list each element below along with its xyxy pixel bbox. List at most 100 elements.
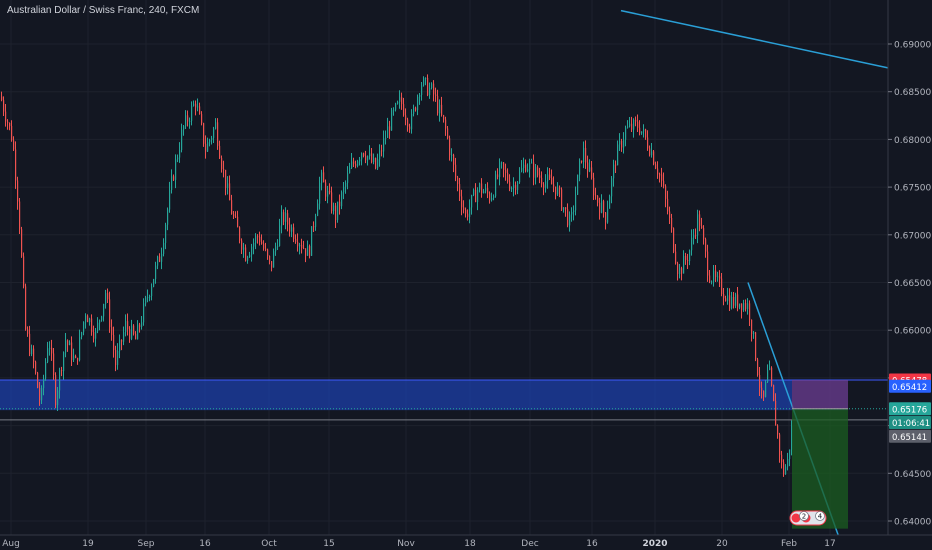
candle-body (505, 169, 507, 173)
candle-body (329, 190, 331, 193)
candle-body (689, 250, 691, 262)
candle-body (723, 294, 725, 299)
candle-body (653, 151, 655, 165)
candle-body (553, 184, 555, 187)
candle-body (629, 123, 631, 127)
candle-body (391, 110, 393, 131)
candle-body (209, 140, 211, 143)
candle-body (753, 332, 755, 334)
candle-body (45, 361, 47, 379)
candle-body (265, 248, 267, 250)
candle-body (589, 167, 591, 172)
candle-body (245, 247, 247, 261)
candle-body (673, 228, 675, 252)
candle-body (39, 387, 41, 401)
candle-body (347, 173, 349, 183)
candle-body (365, 155, 367, 161)
candle-body (345, 182, 347, 187)
candle-body (23, 256, 25, 287)
candle-body (761, 387, 763, 391)
x-tick-label: Sep (138, 539, 155, 549)
candle-body (699, 214, 701, 226)
candle-body (625, 127, 627, 140)
candle-body (499, 162, 501, 178)
candle-body (323, 172, 325, 183)
candle-body (399, 97, 401, 102)
position-tool[interactable] (792, 379, 848, 529)
candle-body (361, 153, 363, 160)
candle-body (281, 212, 283, 226)
candle-body (645, 129, 647, 138)
candle-body (541, 177, 543, 185)
candle-body (279, 225, 281, 246)
candle-body (593, 177, 595, 196)
candle-body (721, 278, 723, 295)
event-flag-icon[interactable] (791, 513, 801, 523)
chart-title: Australian Dollar / Swiss Franc, 240, FX… (7, 5, 200, 16)
candle-body (451, 154, 453, 156)
candle-body (537, 167, 539, 176)
candle-body (437, 95, 439, 114)
candle-body (687, 259, 689, 262)
candle-body (317, 203, 319, 216)
candle-body (189, 120, 191, 122)
candle-body (477, 189, 479, 203)
candle-body (415, 107, 417, 111)
event-count-marker[interactable] (799, 511, 809, 521)
candle-body (77, 357, 79, 361)
candle-body (583, 147, 585, 163)
candle-body (157, 256, 159, 266)
candle-body (131, 325, 133, 339)
candle-body (409, 126, 411, 130)
candle-body (73, 356, 75, 360)
candle-body (267, 249, 269, 256)
candle-body (37, 372, 39, 388)
candle-body (517, 182, 519, 191)
candle-body (639, 127, 641, 134)
candle-body (643, 129, 645, 132)
candle-body (193, 103, 195, 106)
price-label-badge (889, 429, 931, 443)
candle-body (109, 299, 111, 328)
candle-body (603, 201, 605, 213)
candle-body (457, 177, 459, 185)
candle-body (195, 103, 197, 108)
candle-body (83, 321, 85, 333)
candle-body (655, 164, 657, 169)
event-count-label: 2 (802, 513, 806, 521)
candle-body (107, 293, 109, 300)
candle-body (181, 129, 183, 151)
candle-body (669, 211, 671, 218)
candle-body (713, 270, 715, 282)
stop-loss-box[interactable] (792, 379, 848, 409)
candle-body (453, 154, 455, 165)
candle-body (605, 212, 607, 223)
descending-trendline[interactable] (620, 9, 889, 69)
candle-body (205, 143, 207, 152)
event-count-marker[interactable] (815, 511, 825, 521)
candle-body (123, 332, 125, 342)
candle-body (659, 174, 661, 176)
candle-body (353, 161, 355, 164)
candle-body (411, 113, 413, 130)
candle-body (417, 96, 419, 111)
candle-body (703, 228, 705, 240)
candle-body (775, 401, 777, 426)
candle-body (311, 226, 313, 256)
candle-body (249, 254, 251, 258)
candle-body (115, 349, 117, 366)
candle-body (459, 184, 461, 197)
candle-body (395, 103, 397, 110)
candle-body (203, 123, 205, 144)
candle-body (423, 78, 425, 86)
supply-demand-zone[interactable] (0, 379, 848, 411)
candle-body (49, 347, 51, 349)
take-profit-box[interactable] (792, 408, 848, 529)
candle-body (259, 236, 261, 242)
candle-body (575, 194, 577, 211)
candle-body (51, 347, 53, 354)
candle-body (219, 145, 221, 159)
